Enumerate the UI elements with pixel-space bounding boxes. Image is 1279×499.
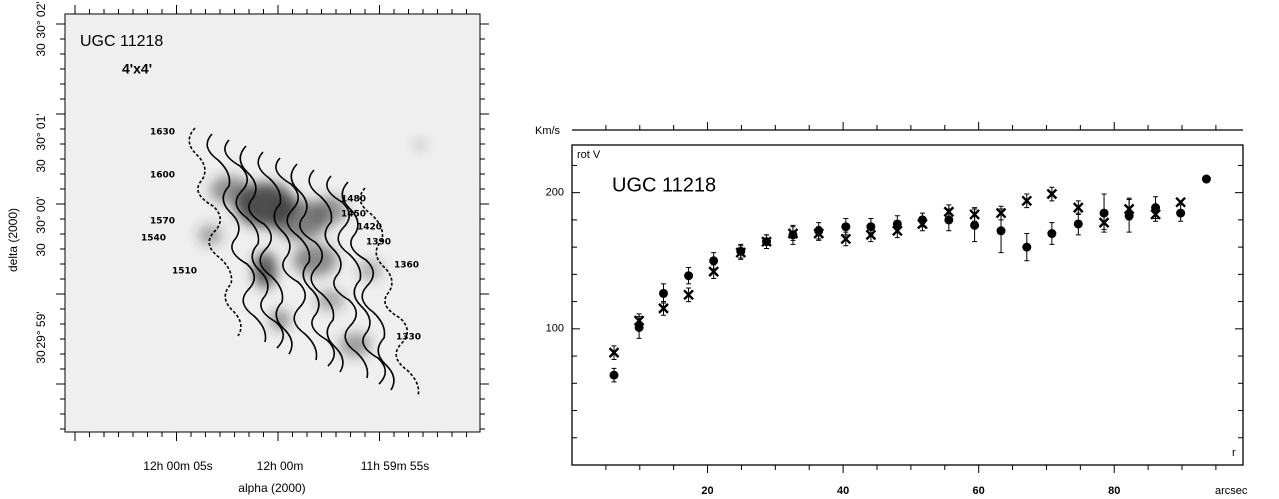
map-title: UGC 11218	[80, 33, 163, 50]
y-tick-label: 100	[546, 323, 564, 335]
y-axis-label: rot V	[577, 149, 601, 161]
contour-label: 1450	[341, 210, 366, 220]
map-ticks	[56, 5, 489, 441]
contour	[206, 133, 267, 343]
y-tick-label: 30	[34, 159, 48, 173]
map-size: 4'x4'	[122, 61, 152, 77]
point	[708, 266, 720, 277]
y-tick-label: 200	[546, 187, 564, 199]
contour-label: 1480	[341, 195, 366, 205]
point	[841, 222, 851, 232]
point	[1073, 219, 1083, 229]
point	[1022, 242, 1032, 252]
contour-label: 1390	[366, 238, 391, 248]
point	[943, 206, 955, 218]
point	[840, 233, 852, 245]
x-axis-label: alpha (2000)	[238, 481, 305, 495]
contour	[239, 145, 293, 355]
point	[609, 370, 619, 380]
y-tick-label: 30° 01'	[34, 113, 48, 150]
contour	[257, 151, 318, 361]
point	[683, 289, 694, 301]
point	[1150, 209, 1161, 220]
x-unit: arcsec	[1215, 485, 1248, 497]
point	[787, 228, 799, 239]
rotation-curve: Km/s rot V UGC 11218 r arcsec 100 200 20 40…	[535, 122, 1248, 497]
point	[1175, 196, 1186, 208]
map-frame	[64, 13, 481, 433]
contour-label: 1630	[150, 128, 175, 138]
point	[735, 247, 747, 258]
point	[633, 315, 645, 327]
point	[1098, 217, 1110, 228]
point	[995, 207, 1007, 219]
y-tick-label: 30° 02'	[34, 1, 48, 38]
contour	[290, 163, 344, 373]
tick-marks	[56, 5, 489, 441]
x-tick-label: 11h 59m 55s	[361, 459, 430, 473]
y-tick-label: 30	[34, 350, 48, 364]
point	[659, 288, 668, 298]
point	[917, 218, 928, 230]
contour	[224, 139, 285, 349]
y-axis-label: delta (2000)	[6, 208, 20, 272]
velocity-contours	[188, 127, 420, 397]
x-tick-label: 40	[837, 485, 849, 497]
y-tick-label: 29° 59'	[34, 311, 48, 348]
point	[1072, 202, 1084, 213]
point	[996, 226, 1006, 236]
point	[684, 271, 694, 281]
contour-label: 1570	[150, 217, 175, 227]
contour	[188, 127, 242, 337]
point	[970, 220, 980, 230]
point	[761, 236, 772, 248]
contour	[275, 157, 336, 367]
point	[866, 222, 876, 232]
chart-title: UGC 11218	[612, 174, 716, 196]
sky-map: UGC 11218 4'x4' delta (2000) alpha (2000…	[6, 1, 489, 495]
contour-label: 1360	[394, 261, 419, 271]
point	[709, 256, 719, 266]
y-tick-label: 30	[34, 43, 48, 57]
point	[813, 228, 825, 239]
x-tick-label: 12h 00m 05s	[143, 459, 212, 473]
x-axis-label: r	[1232, 447, 1236, 459]
x-tick-label: 20	[701, 485, 713, 497]
x-tick-label: 60	[973, 485, 985, 497]
point	[891, 225, 903, 237]
point	[944, 215, 954, 225]
contour	[341, 181, 395, 391]
point	[658, 303, 669, 314]
point	[865, 229, 877, 241]
contour-label: 1510	[172, 267, 197, 277]
plot-frame	[571, 144, 1244, 466]
contour-label: 1600	[150, 171, 175, 181]
y-tick-label: 30° 00'	[34, 196, 48, 233]
contour-label: 1330	[396, 333, 421, 343]
point	[1201, 174, 1211, 184]
point	[1046, 188, 1058, 200]
contour-label: 1540	[141, 234, 166, 244]
contour	[308, 169, 369, 379]
point	[1123, 203, 1135, 215]
y-tick-label: 30	[34, 243, 48, 257]
point	[1021, 195, 1033, 207]
contour-label: 1420	[357, 223, 382, 233]
point	[1047, 229, 1057, 239]
y-unit: Km/s	[535, 125, 561, 137]
x-tick-label: 12h 00m	[257, 459, 304, 473]
point	[1176, 208, 1186, 218]
point	[608, 347, 620, 359]
point	[969, 209, 980, 220]
x-tick-label: 80	[1108, 485, 1120, 497]
contour	[326, 175, 387, 385]
contour	[359, 187, 420, 397]
